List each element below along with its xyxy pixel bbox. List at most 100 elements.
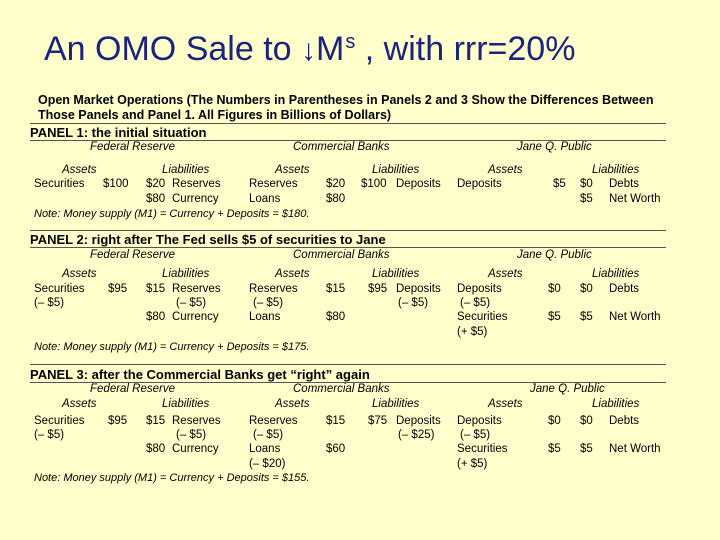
title-symbol: M: [316, 30, 345, 68]
cell: Securities: [34, 415, 85, 427]
liabilities-header: Liabilities: [162, 268, 210, 280]
cell: (– $20): [249, 458, 286, 470]
cell: (– $5): [253, 429, 284, 441]
cell: (– $5): [460, 429, 491, 441]
title-prefix: An OMO Sale to: [44, 30, 301, 68]
assets-header: Assets: [62, 398, 97, 410]
cell: Loans: [249, 193, 281, 205]
cell: $60: [326, 443, 346, 455]
assets-header: Assets: [62, 164, 97, 176]
cell: Currency: [172, 311, 219, 323]
cell: Securities: [457, 443, 508, 455]
cell: (– $5): [176, 297, 207, 309]
liabilities-header: Liabilities: [372, 268, 420, 280]
liabilities-header: Liabilities: [372, 164, 420, 176]
cell: Net Worth: [609, 193, 661, 205]
jane-label: Jane Q. Public: [517, 249, 592, 261]
rule: [30, 364, 666, 365]
assets-header: Assets: [275, 164, 310, 176]
cell: $5: [548, 443, 561, 455]
title-suffix: , with rrr=20%: [355, 30, 576, 68]
assets-header: Assets: [275, 398, 310, 410]
jane-label: Jane Q. Public: [530, 383, 605, 395]
cell: Currency: [172, 193, 219, 205]
money-supply-note: Note: Money supply (M1) = Currency + Dep…: [34, 208, 310, 220]
cell: $100: [103, 178, 129, 190]
cell: Reserves: [172, 178, 221, 190]
cell: $0: [580, 415, 593, 427]
cell: $75: [368, 415, 388, 427]
cell: Currency: [172, 443, 219, 455]
cell: Securities: [34, 283, 85, 295]
cell: $80: [146, 443, 166, 455]
cell: $80: [326, 311, 346, 323]
assets-header: Assets: [488, 268, 523, 280]
liabilities-header: Liabilities: [592, 398, 640, 410]
assets-header: Assets: [62, 268, 97, 280]
liabilities-header: Liabilities: [592, 268, 640, 280]
cell: $5: [548, 311, 561, 323]
cell: Securities: [457, 311, 508, 323]
cell: Securities: [34, 178, 85, 190]
liabilities-header: Liabilities: [162, 398, 210, 410]
liabilities-header: Liabilities: [162, 164, 210, 176]
cell: $5: [580, 311, 593, 323]
cell: Debts: [609, 415, 640, 427]
fed-label: Federal Reserve: [90, 383, 176, 395]
title-superscript: s: [345, 30, 356, 53]
cell: $20: [146, 178, 166, 190]
cell: Reserves: [249, 283, 298, 295]
money-supply-note: Note: Money supply (M1) = Currency + Dep…: [34, 472, 310, 484]
banks-label: Commercial Banks: [293, 383, 390, 395]
cell: $80: [326, 193, 346, 205]
cell: (– $5): [176, 429, 207, 441]
rule: [30, 382, 666, 383]
cell: Loans: [249, 443, 281, 455]
rule: [30, 247, 666, 248]
cell: Reserves: [249, 178, 298, 190]
intro-text: Open Market Operations (The Numbers in P…: [38, 93, 654, 122]
panel1-heading: PANEL 1: the initial situation: [30, 125, 207, 140]
cell: $95: [368, 283, 388, 295]
cell: $80: [146, 311, 166, 323]
cell: Deposits: [457, 415, 502, 427]
slide-title: An OMO Sale to ↓Ms , with rrr=20%: [44, 30, 575, 69]
jane-label: Jane Q. Public: [517, 141, 592, 153]
cell: Deposits: [457, 178, 502, 190]
cell: $15: [146, 283, 166, 295]
cell: Debts: [609, 283, 640, 295]
down-arrow-icon: ↓: [301, 34, 316, 67]
cell: $15: [326, 283, 346, 295]
assets-header: Assets: [488, 164, 523, 176]
fed-label: Federal Reserve: [90, 249, 176, 261]
cell: $0: [580, 283, 593, 295]
cell: Deposits: [396, 283, 441, 295]
cell: Net Worth: [609, 443, 661, 455]
assets-header: Assets: [275, 268, 310, 280]
panel2-heading: PANEL 2: right after The Fed sells $5 of…: [30, 232, 386, 247]
cell: Deposits: [457, 283, 502, 295]
cell: Deposits: [396, 415, 441, 427]
cell: $5: [580, 193, 593, 205]
cell: $5: [580, 443, 593, 455]
cell: (– $5): [460, 297, 491, 309]
cell: $5: [553, 178, 566, 190]
cell: Debts: [609, 178, 640, 190]
cell: (– $5): [34, 429, 65, 441]
cell: $0: [548, 283, 561, 295]
cell: $80: [146, 193, 166, 205]
cell: $15: [146, 415, 166, 427]
cell: (– $25): [398, 429, 435, 441]
liabilities-header: Liabilities: [592, 164, 640, 176]
cell: Reserves: [249, 415, 298, 427]
cell: $0: [580, 178, 593, 190]
cell: $20: [326, 178, 346, 190]
cell: (– $5): [398, 297, 429, 309]
liabilities-header: Liabilities: [372, 398, 420, 410]
cell: (+ $5): [457, 326, 488, 338]
cell: $0: [548, 415, 561, 427]
money-supply-note: Note: Money supply (M1) = Currency + Dep…: [34, 341, 310, 353]
assets-header: Assets: [488, 398, 523, 410]
cell: (– $5): [253, 297, 284, 309]
cell: $15: [326, 415, 346, 427]
